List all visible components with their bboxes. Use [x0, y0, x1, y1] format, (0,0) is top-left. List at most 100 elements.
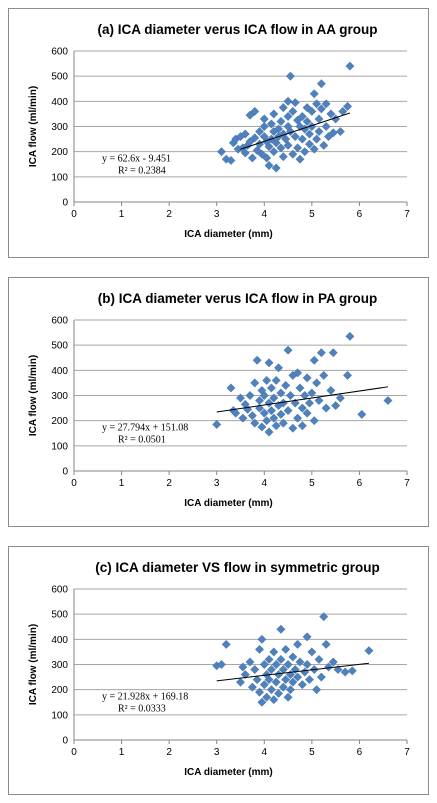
data-point-b	[252, 355, 262, 365]
data-point-a	[304, 129, 314, 139]
data-point-c	[266, 685, 276, 695]
data-point-a	[276, 143, 286, 153]
x-axis-title-c: ICA diameter (mm)	[184, 767, 273, 778]
data-point-a	[293, 143, 303, 153]
data-point-a	[312, 99, 322, 109]
data-point-b	[302, 373, 312, 383]
data-point-b	[269, 393, 279, 403]
data-point-c	[259, 680, 269, 690]
data-point-a	[266, 119, 276, 129]
data-point-a	[255, 139, 265, 149]
x-tick-label-c: 1	[119, 747, 125, 758]
data-point-a	[283, 111, 293, 121]
y-tick-label-c: 500	[51, 610, 68, 621]
data-point-c	[250, 665, 260, 675]
data-point-b	[293, 413, 303, 423]
data-point-b	[290, 398, 300, 408]
data-point-c	[247, 682, 257, 692]
chart-panel-b: (b) ICA diameter verus ICA flow in PA gr…	[8, 277, 429, 527]
data-point-c	[304, 675, 314, 685]
data-point-a	[264, 142, 274, 152]
data-point-a	[316, 104, 326, 114]
y-axis-title-c: ICA flow (ml/min)	[28, 624, 39, 705]
data-point-c	[271, 660, 281, 669]
data-point-b	[259, 391, 269, 400]
y-tick-label-c: 100	[51, 710, 68, 721]
data-point-a	[250, 133, 260, 143]
data-point-b	[307, 388, 317, 398]
data-point-c	[238, 662, 248, 672]
data-point-c	[340, 667, 350, 677]
x-tick-label-c: 0	[71, 747, 77, 758]
data-point-c	[300, 667, 310, 677]
y-tick-label-c: 400	[51, 635, 68, 646]
data-point-b	[266, 406, 276, 416]
data-point-b	[250, 378, 260, 388]
data-point-b	[278, 418, 288, 428]
data-point-b	[264, 398, 274, 408]
data-point-b	[288, 423, 298, 433]
y-tick-label-c: 200	[51, 685, 68, 696]
x-tick-label-a: 2	[166, 209, 172, 220]
data-point-b	[236, 393, 245, 403]
data-point-c	[288, 652, 298, 662]
data-point-c	[281, 644, 291, 654]
data-point-c	[259, 660, 269, 669]
data-point-b	[300, 391, 310, 400]
data-point-b	[226, 383, 236, 393]
x-tick-label-c: 2	[166, 747, 172, 758]
data-point-c	[257, 697, 267, 707]
data-point-c	[314, 654, 324, 664]
data-point-c	[316, 672, 326, 682]
data-point-b	[357, 409, 367, 419]
x-tick-label-a: 4	[262, 209, 268, 220]
x-tick-label-b: 2	[166, 478, 172, 489]
data-point-b	[309, 416, 319, 426]
data-point-a	[321, 99, 331, 109]
data-point-a	[319, 140, 329, 150]
x-axis-title-a: ICA diameter (mm)	[184, 229, 273, 240]
data-point-a	[278, 103, 288, 113]
y-tick-label-a: 400	[51, 97, 68, 108]
data-point-c	[266, 665, 276, 675]
data-point-a	[290, 98, 300, 108]
r-squared-label-b: R² = 0.0501	[118, 435, 166, 446]
data-point-c	[297, 680, 307, 690]
data-point-b	[319, 370, 329, 380]
data-point-b	[250, 418, 260, 428]
data-point-c	[264, 654, 274, 664]
data-point-c	[257, 634, 267, 644]
data-point-c	[283, 660, 293, 669]
data-point-b	[343, 370, 353, 380]
data-point-c	[364, 646, 374, 656]
data-point-b	[264, 427, 274, 437]
data-point-b	[283, 406, 293, 416]
y-tick-label-a: 200	[51, 147, 68, 158]
r-squared-label-a: R² = 0.2384	[118, 166, 166, 177]
data-point-b	[281, 380, 291, 390]
data-point-c	[321, 639, 331, 649]
data-point-c	[269, 695, 279, 705]
data-point-c	[245, 657, 255, 667]
data-point-c	[271, 677, 281, 687]
data-point-a	[321, 122, 331, 131]
data-point-b	[283, 345, 293, 355]
y-tick-label-c: 600	[51, 585, 68, 596]
trendline-c	[216, 662, 370, 682]
y-axis-title-a: ICA flow (ml/min)	[28, 86, 39, 167]
data-point-b	[264, 358, 274, 368]
trendline-a	[240, 112, 351, 150]
data-point-a	[276, 116, 286, 126]
data-point-b	[266, 383, 276, 393]
data-point-c	[307, 647, 317, 657]
data-point-a	[326, 109, 336, 119]
y-tick-label-b: 500	[51, 341, 68, 352]
y-tick-label-b: 0	[62, 467, 68, 478]
data-point-a	[216, 147, 226, 157]
data-point-b	[331, 401, 341, 411]
data-point-a	[309, 89, 319, 99]
data-point-a	[226, 155, 236, 165]
y-tick-label-a: 0	[62, 198, 68, 209]
data-point-a	[290, 132, 300, 142]
y-tick-label-b: 300	[51, 391, 68, 402]
